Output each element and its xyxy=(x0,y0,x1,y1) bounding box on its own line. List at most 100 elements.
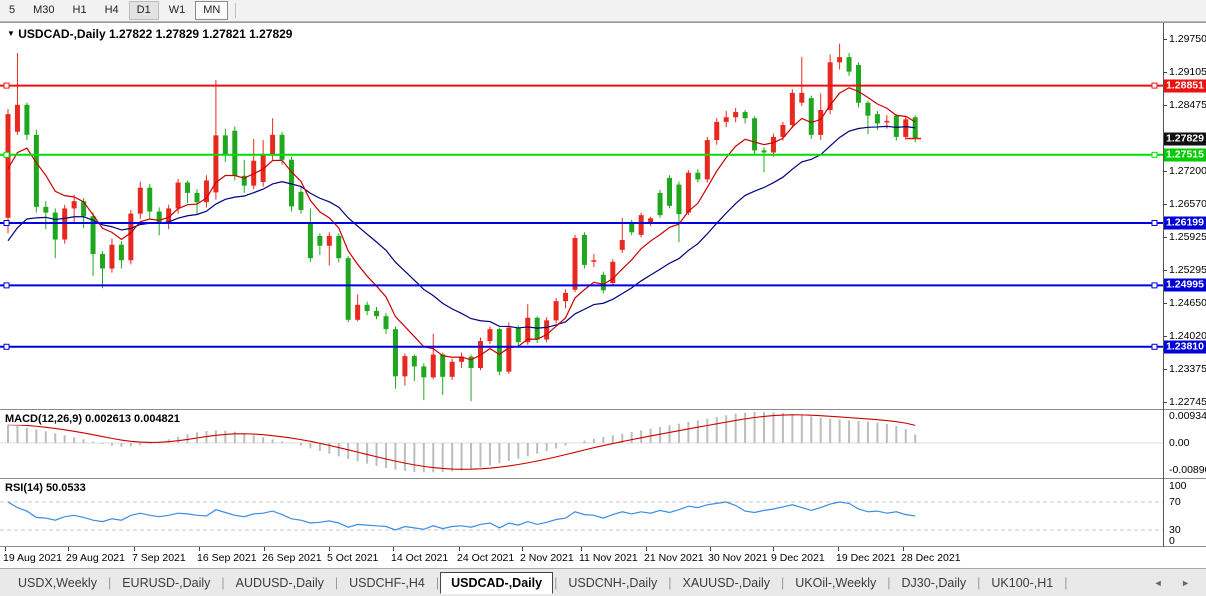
chart-symbol-label: USDCAD-,Daily xyxy=(18,27,106,41)
price-tick-mark xyxy=(1163,369,1167,371)
line-handle[interactable] xyxy=(3,151,10,158)
symbol-tab-audusd-daily[interactable]: AUDUSD-,Daily xyxy=(235,575,324,590)
date-tick-mark xyxy=(264,547,265,551)
date-label: 24 Oct 2021 xyxy=(457,552,515,564)
macd-label: MACD(12,26,9) 0.002613 0.004821 xyxy=(5,413,180,425)
date-tick-mark xyxy=(199,547,200,551)
timeframe-button-w1[interactable]: W1 xyxy=(168,4,186,16)
tab-separator: | xyxy=(221,575,225,590)
price-tick-mark xyxy=(1163,203,1167,205)
line-handle[interactable] xyxy=(3,282,10,289)
price-tick-label: 1.28475 xyxy=(1169,99,1206,112)
macd-axis-label: 0.00 xyxy=(1169,437,1190,449)
date-label: 28 Dec 2021 xyxy=(901,552,961,564)
date-label: 7 Sep 2021 xyxy=(132,552,186,564)
price-tick-label: 1.25295 xyxy=(1169,263,1206,276)
rsi-axis-label: 100 xyxy=(1169,480,1187,492)
date-tick-mark xyxy=(68,547,69,551)
rsi-line xyxy=(7,501,916,531)
line-handle[interactable] xyxy=(1151,343,1158,350)
toolbar-separator xyxy=(235,3,237,18)
macd-panel-divider[interactable] xyxy=(0,409,1206,410)
tab-scroll-arrows[interactable]: ◄ ► xyxy=(1153,577,1198,588)
line-handle[interactable] xyxy=(1151,82,1158,89)
tab-separator: | xyxy=(435,575,440,590)
symbol-tab-ukoil-weekly[interactable]: UKOil-,Weekly xyxy=(795,575,877,590)
date-label: 30 Nov 2021 xyxy=(708,552,768,564)
line-handle[interactable] xyxy=(1151,282,1158,289)
timeframe-button-d1[interactable]: D1 xyxy=(128,1,159,20)
timeframe-button-h4[interactable]: H4 xyxy=(104,4,119,16)
line-handle[interactable] xyxy=(3,82,10,89)
rsi-label: RSI(14) 50.0533 xyxy=(5,482,86,494)
price-tick-mark xyxy=(1163,171,1167,173)
date-tick-mark xyxy=(5,547,6,551)
symbol-tab-xauusd-daily[interactable]: XAUUSD-,Daily xyxy=(682,575,770,590)
chart-title: ▼ USDCAD-,Daily 1.27822 1.27829 1.27821 … xyxy=(7,27,292,41)
date-tick-mark xyxy=(393,547,394,551)
price-axis-line[interactable] xyxy=(1163,23,1164,547)
tab-separator: | xyxy=(977,575,981,590)
symbol-tab-uk100-h1[interactable]: UK100-,H1 xyxy=(991,575,1054,590)
macd-panel-canvas[interactable] xyxy=(0,411,1163,477)
date-tick-mark xyxy=(903,547,904,551)
candlestick-series xyxy=(5,43,918,402)
timeframe-button-m30[interactable]: M30 xyxy=(33,4,55,16)
line-handle[interactable] xyxy=(3,343,10,350)
price-tick-mark xyxy=(1163,303,1167,305)
price-tick-mark xyxy=(1163,72,1167,74)
rsi-axis-label: 70 xyxy=(1169,496,1181,508)
rsi-panel-divider-light xyxy=(0,479,1206,480)
macd-axis-label: 0.009345 xyxy=(1169,410,1206,422)
line-handle[interactable] xyxy=(3,219,10,226)
price-tick-mark xyxy=(1163,237,1167,239)
rsi-panel-canvas[interactable] xyxy=(0,480,1163,546)
price-tick-label: 1.24020 xyxy=(1169,329,1206,342)
rsi-axis-label: 0 xyxy=(1169,535,1175,547)
date-axis-divider xyxy=(0,546,1206,547)
date-tick-mark xyxy=(646,547,647,551)
tab-separator: | xyxy=(668,575,672,590)
main-chart-canvas[interactable] xyxy=(0,23,1163,409)
rsi-panel-divider[interactable] xyxy=(0,478,1206,479)
price-badge-1.27515: 1.27515 xyxy=(1164,148,1206,162)
chart-dropdown-caret-icon[interactable]: ▼ xyxy=(7,29,15,38)
macd-values: 0.002613 0.004821 xyxy=(85,413,180,425)
date-tick-mark xyxy=(134,547,135,551)
price-badge-1.28851: 1.28851 xyxy=(1164,79,1206,93)
price-tick-label: 1.26570 xyxy=(1169,197,1206,210)
timeframe-button-mn[interactable]: MN xyxy=(195,1,229,20)
symbol-tab-usdchf-h4[interactable]: USDCHF-,H4 xyxy=(349,575,425,590)
tab-separator: | xyxy=(887,575,891,590)
price-tick-label: 1.23375 xyxy=(1169,363,1206,376)
symbol-tab-usdcnh-daily[interactable]: USDCNH-,Daily xyxy=(568,575,658,590)
timeframe-button-h1[interactable]: H1 xyxy=(72,4,87,16)
price-tick-label: 1.29105 xyxy=(1169,66,1206,79)
date-tick-mark xyxy=(838,547,839,551)
date-tick-mark xyxy=(459,547,460,551)
symbol-tab-usdcad-daily[interactable]: USDCAD-,Daily xyxy=(440,572,554,594)
symbol-tab-usdx-weekly[interactable]: USDX,Weekly xyxy=(18,575,97,590)
date-label: 2 Nov 2021 xyxy=(520,552,574,564)
timeframe-button-5[interactable]: 5 xyxy=(9,4,16,16)
symbol-tab-eurusd-daily[interactable]: EURUSD-,Daily xyxy=(122,575,211,590)
price-tick-mark xyxy=(1163,401,1167,403)
price-badge-1.23810: 1.23810 xyxy=(1164,340,1206,354)
date-label: 21 Nov 2021 xyxy=(644,552,704,564)
macd-name: MACD(12,26,9) xyxy=(5,413,83,425)
price-tick-mark xyxy=(1163,39,1167,40)
price-badge-1.24995: 1.24995 xyxy=(1164,278,1206,292)
macd-signal-line xyxy=(7,414,916,470)
symbol-tab-dj30-daily[interactable]: DJ30-,Daily xyxy=(901,575,967,590)
line-handle[interactable] xyxy=(1151,219,1158,226)
price-tick-label: 1.22745 xyxy=(1169,395,1206,408)
rsi-name: RSI(14) xyxy=(5,482,43,494)
price-badge-1.27829: 1.27829 xyxy=(1164,132,1206,146)
date-label: 19 Dec 2021 xyxy=(836,552,896,564)
timeframe-toolbar: 5 M30 H1 H4 D1 W1 MN xyxy=(0,0,1206,22)
price-tick-label: 1.29750 xyxy=(1169,33,1206,45)
price-tick-label: 1.25925 xyxy=(1169,231,1206,244)
tab-separator: | xyxy=(334,575,339,590)
price-tick-mark xyxy=(1163,269,1167,271)
line-handle[interactable] xyxy=(1151,151,1158,158)
